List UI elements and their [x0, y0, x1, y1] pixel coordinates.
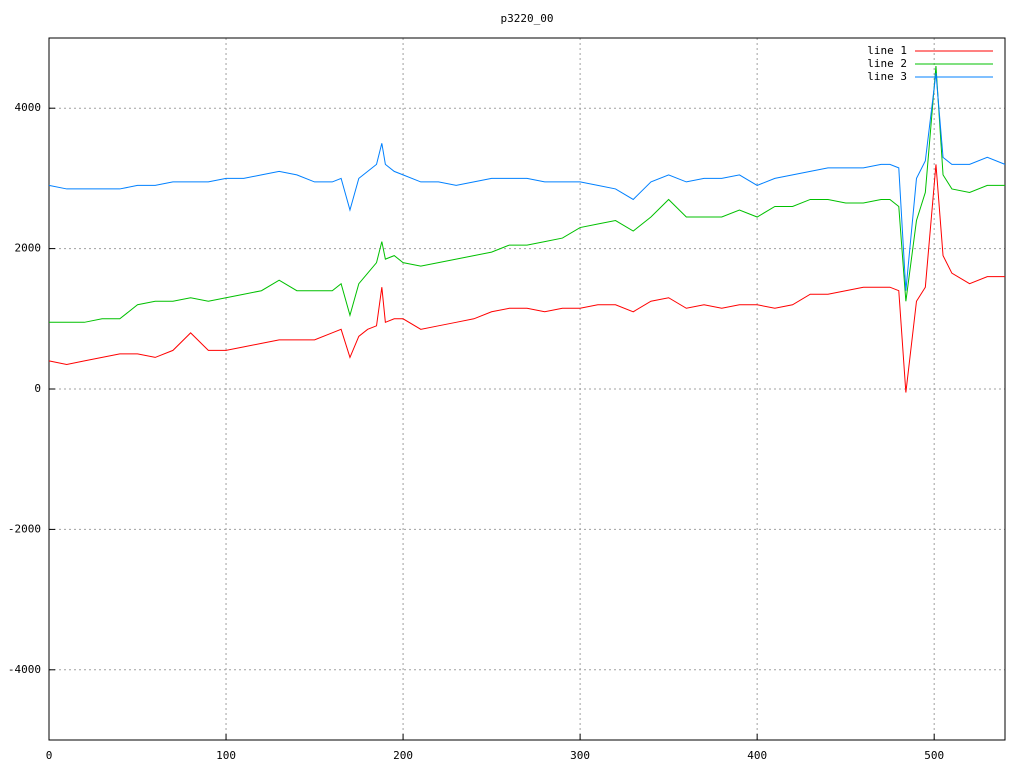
- legend-label: line 3: [867, 70, 907, 83]
- legend-label: line 2: [867, 57, 907, 70]
- x-tick-label: 0: [46, 749, 53, 762]
- x-tick-label: 100: [216, 749, 236, 762]
- x-tick-label: 200: [393, 749, 413, 762]
- data-line: [49, 66, 1005, 323]
- y-tick-label: 0: [34, 382, 41, 395]
- x-tick-label: 300: [570, 749, 590, 762]
- y-tick-label: 2000: [15, 242, 42, 255]
- plot-frame: [48, 37, 1006, 741]
- x-tick-label: 400: [747, 749, 767, 762]
- chart-title: p3220_00: [501, 12, 554, 25]
- y-tick-label: 4000: [15, 101, 42, 114]
- data-line: [48, 73, 1006, 291]
- y-tick-label: -2000: [8, 522, 41, 535]
- data-line: [48, 164, 1005, 393]
- y-tick-label: -4000: [8, 663, 41, 676]
- x-tick-label: 500: [924, 749, 944, 762]
- legend-label: line 1: [867, 44, 907, 57]
